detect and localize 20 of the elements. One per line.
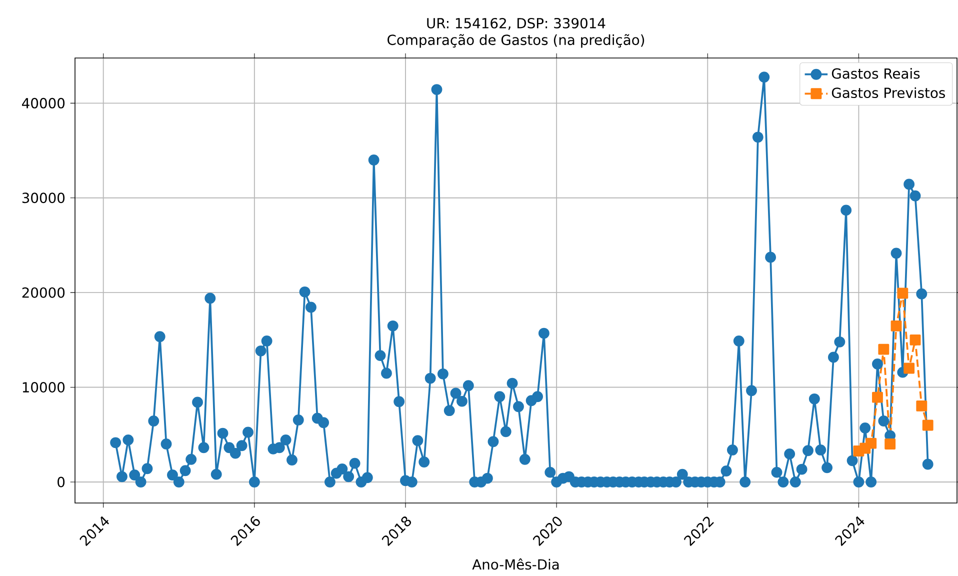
point bbox=[878, 344, 890, 355]
point bbox=[916, 400, 928, 412]
x-axis-title: Ano-Mês-Dia bbox=[472, 558, 559, 570]
point bbox=[884, 438, 896, 450]
point bbox=[872, 392, 883, 403]
point bbox=[904, 362, 915, 374]
y-tick-label: 40000 bbox=[22, 98, 65, 108]
y-tick-label: 30000 bbox=[22, 192, 65, 204]
chart-title: UR: 154162, DSP: 339014 bbox=[427, 18, 606, 30]
point bbox=[910, 334, 921, 346]
legend-label: Gastos Reais bbox=[832, 68, 920, 79]
point bbox=[866, 438, 877, 449]
point bbox=[890, 320, 902, 332]
point bbox=[922, 420, 934, 431]
y-tick-label: 10000 bbox=[22, 382, 65, 393]
y-tick-label: 20000 bbox=[22, 287, 65, 298]
y-tick-label: 0 bbox=[58, 476, 65, 488]
chart-subtitle: Comparação de Gastos (na predição) bbox=[388, 34, 644, 48]
legend-label: Gastos Previstos bbox=[832, 87, 945, 98]
point bbox=[897, 288, 908, 299]
